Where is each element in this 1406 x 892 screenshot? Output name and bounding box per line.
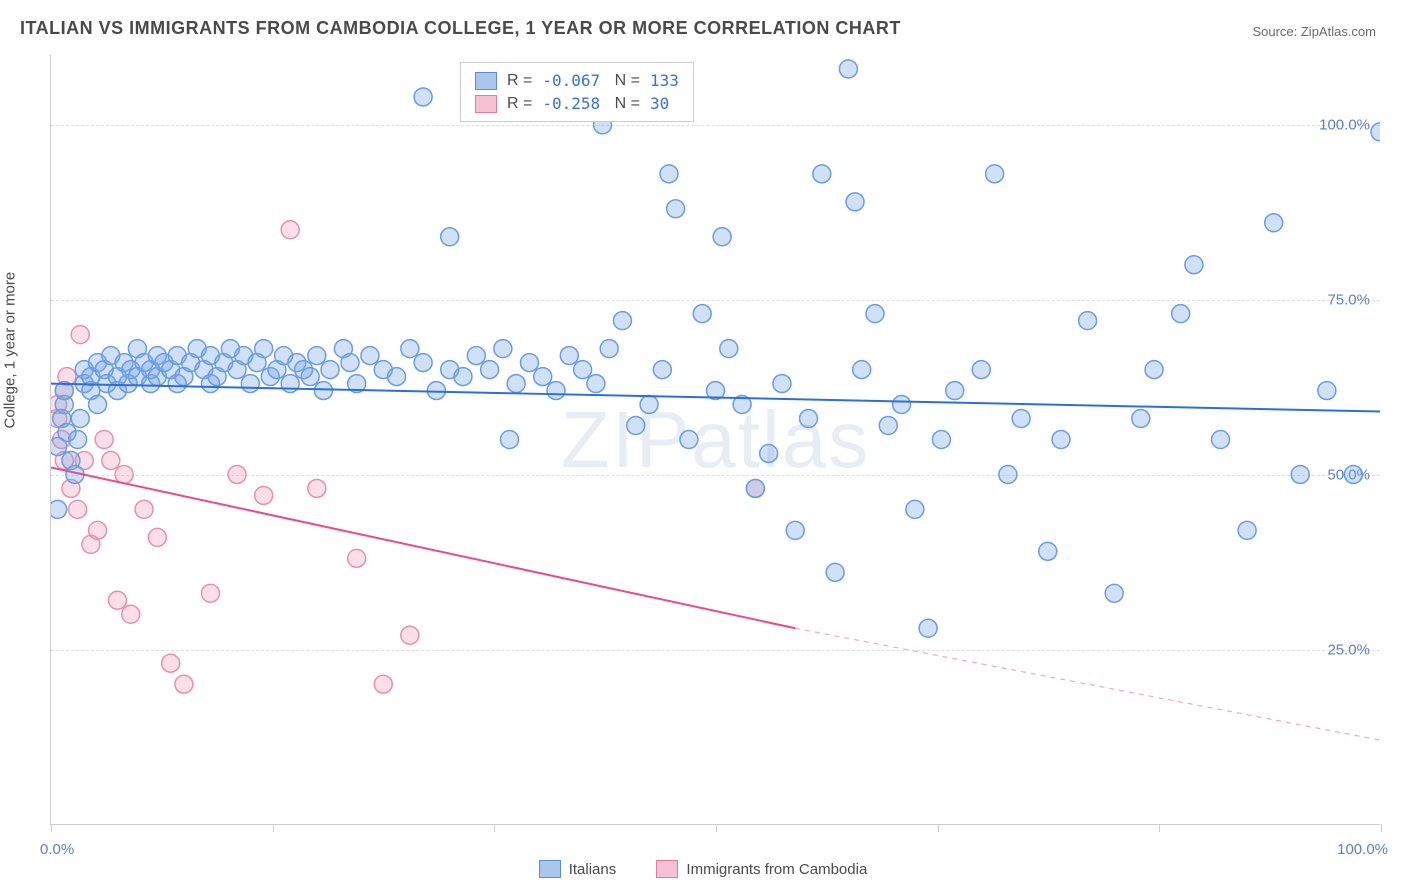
- source-attribution: Source: ZipAtlas.com: [1252, 24, 1376, 39]
- legend-item-cambodia: Immigrants from Cambodia: [656, 860, 867, 878]
- x-tick: [1381, 824, 1382, 832]
- legend-label-cambodia: Immigrants from Cambodia: [686, 861, 867, 878]
- r-value-italians: -0.067: [542, 71, 600, 90]
- scatter-plot-svg: [51, 55, 1380, 824]
- r-label: R =: [507, 95, 532, 113]
- n-value-italians: 133: [650, 71, 679, 90]
- legend-swatch-italians: [475, 72, 497, 90]
- x-tick: [51, 824, 52, 832]
- legend-row-cambodia: R = -0.258 N = 30: [475, 92, 679, 115]
- x-tick: [273, 824, 274, 832]
- n-value-cambodia: 30: [650, 94, 669, 113]
- r-value-cambodia: -0.258: [542, 94, 600, 113]
- n-label: N =: [610, 95, 640, 113]
- x-axis-min-label: 0.0%: [40, 841, 74, 858]
- n-label: N =: [610, 72, 640, 90]
- chart-plot-area: ZIPatlas 25.0%50.0%75.0%100.0%: [50, 55, 1380, 825]
- source-name: ZipAtlas.com: [1301, 24, 1376, 39]
- legend-swatch-italians-bottom: [539, 860, 561, 878]
- chart-title: ITALIAN VS IMMIGRANTS FROM CAMBODIA COLL…: [20, 18, 901, 39]
- r-label: R =: [507, 72, 532, 90]
- x-tick: [494, 824, 495, 832]
- x-tick: [1159, 824, 1160, 832]
- series-legend-bottom: Italians Immigrants from Cambodia: [0, 860, 1406, 882]
- legend-row-italians: R = -0.067 N = 133: [475, 69, 679, 92]
- x-axis-max-label: 100.0%: [1337, 841, 1388, 858]
- x-tick: [938, 824, 939, 832]
- source-label: Source:: [1252, 24, 1300, 39]
- y-axis-title: College, 1 year or more: [2, 272, 19, 429]
- legend-label-italians: Italians: [569, 861, 617, 878]
- correlation-legend-box: R = -0.067 N = 133 R = -0.258 N = 30: [460, 62, 694, 122]
- x-tick: [716, 824, 717, 832]
- legend-swatch-cambodia: [475, 95, 497, 113]
- legend-swatch-cambodia-bottom: [656, 860, 678, 878]
- legend-item-italians: Italians: [539, 860, 617, 878]
